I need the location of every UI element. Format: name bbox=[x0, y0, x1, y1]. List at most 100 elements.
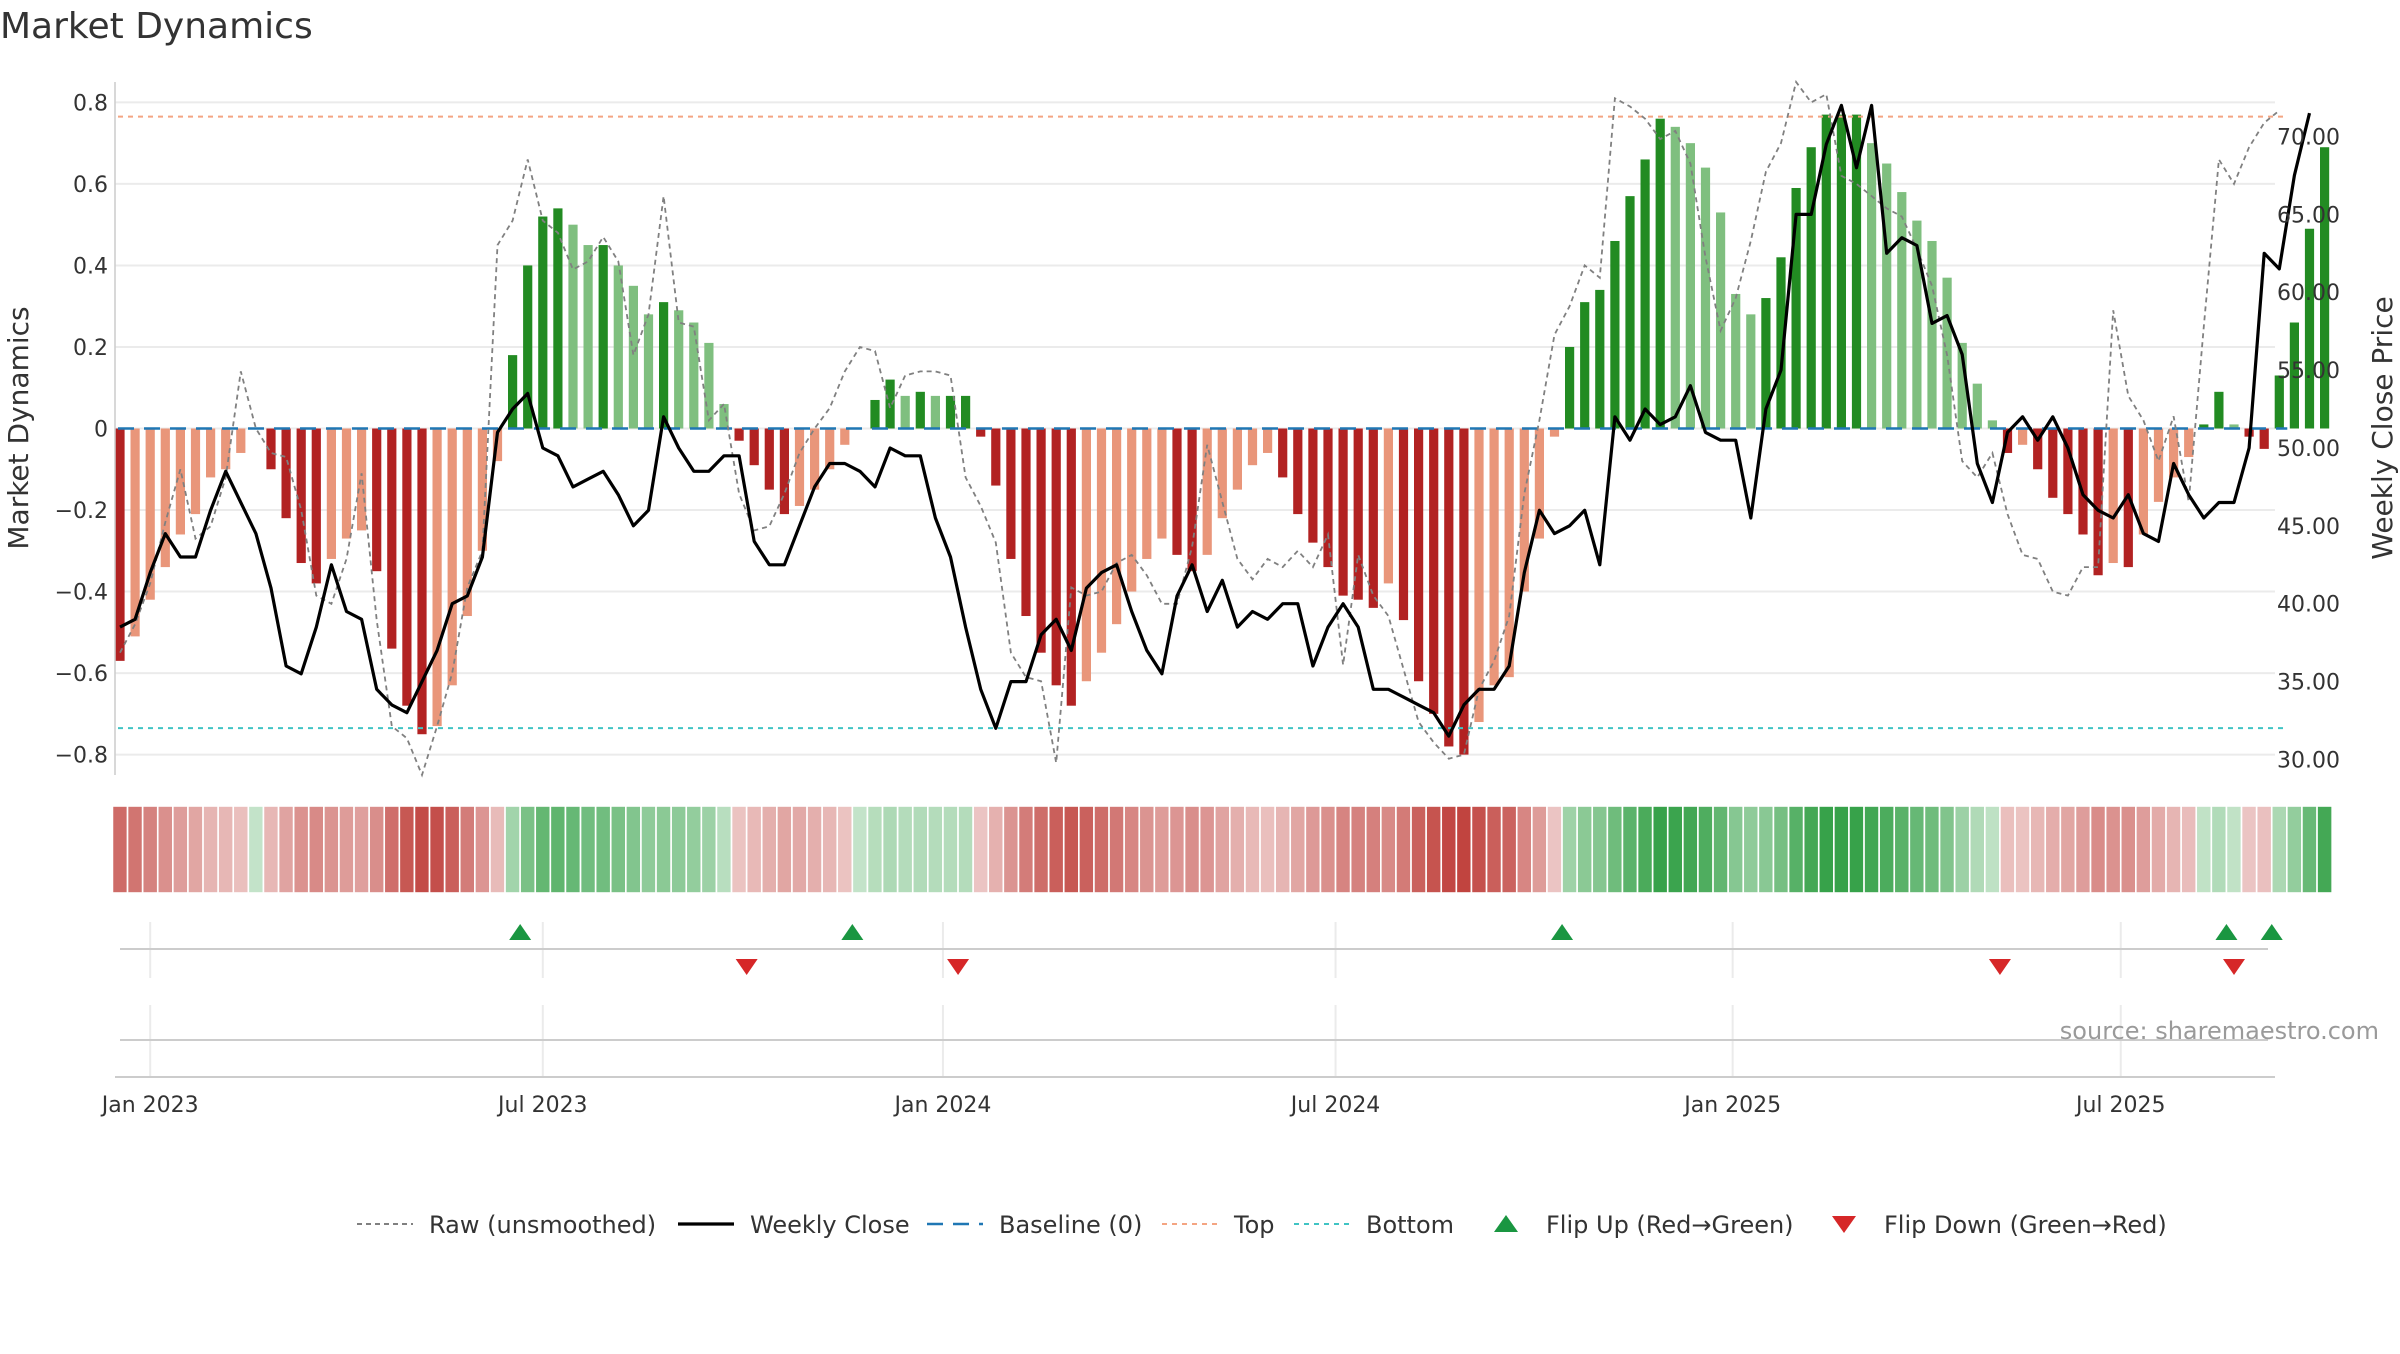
regime-cell bbox=[1380, 805, 1397, 894]
dynamics-bar bbox=[1776, 257, 1786, 429]
dynamics-bar bbox=[1519, 428, 1529, 592]
regime-cell bbox=[1999, 805, 2016, 894]
dynamics-bar bbox=[659, 302, 669, 429]
regime-cell bbox=[217, 805, 235, 894]
dynamics-bar bbox=[1731, 293, 1741, 429]
dynamics-bar bbox=[1293, 428, 1303, 515]
dynamics-bars bbox=[115, 114, 2330, 755]
regime-cell bbox=[262, 805, 280, 894]
regime-cell bbox=[1410, 805, 1427, 894]
flip-up-marker bbox=[1551, 924, 1574, 940]
regime-cell bbox=[277, 805, 295, 894]
y2-axis-title: Weekly Close Price bbox=[2366, 296, 2399, 559]
dynamics-bar bbox=[1806, 147, 1816, 429]
dynamics-bar bbox=[266, 428, 276, 470]
dynamics-bar bbox=[900, 395, 910, 429]
legend-label: Bottom bbox=[1366, 1211, 1454, 1239]
dynamics-bar bbox=[1655, 118, 1665, 429]
dynamics-bar bbox=[2063, 428, 2073, 515]
regime-cell bbox=[1455, 805, 1473, 894]
regime-cell bbox=[1229, 805, 1246, 894]
dynamics-bar bbox=[1972, 383, 1982, 429]
dynamics-bar bbox=[885, 379, 895, 429]
regime-cell bbox=[1953, 805, 1971, 894]
dynamics-bar bbox=[945, 395, 956, 429]
dynamics-bar bbox=[1278, 428, 1288, 478]
dynamics-bar bbox=[1897, 192, 1907, 429]
dynamics-bar bbox=[311, 428, 321, 584]
legend-label: Flip Down (Green→Red) bbox=[1884, 1211, 2167, 1239]
dynamics-bar bbox=[2274, 375, 2284, 429]
dynamics-bar bbox=[175, 428, 185, 535]
regime-cell bbox=[1470, 805, 1488, 894]
regime-cell bbox=[247, 805, 265, 894]
dynamics-bar bbox=[1851, 114, 1862, 429]
regime-cell bbox=[1364, 805, 1382, 894]
dynamics-bar bbox=[2320, 147, 2330, 429]
regime-cell bbox=[1576, 805, 1594, 894]
regime-cell bbox=[1198, 805, 1216, 894]
dynamics-bar bbox=[1006, 428, 1016, 559]
dynamics-bar bbox=[2184, 428, 2194, 458]
dynamics-bar bbox=[1172, 428, 1182, 555]
dynamics-bar bbox=[2093, 428, 2103, 576]
dynamics-bar bbox=[1157, 428, 1167, 539]
regime-cell bbox=[866, 805, 884, 894]
dynamics-bar bbox=[1081, 428, 1091, 682]
legend-item-close: Weekly Close bbox=[678, 1211, 910, 1239]
y2-tick-label: 55.00 bbox=[2277, 359, 2340, 384]
regime-cell bbox=[1772, 805, 1790, 894]
dynamics-bar bbox=[508, 355, 518, 429]
dynamics-bar bbox=[1746, 314, 1756, 429]
dynamics-bar bbox=[1247, 428, 1258, 466]
regime-cell bbox=[1123, 805, 1141, 894]
regime-cell bbox=[1787, 805, 1805, 894]
dynamics-bar bbox=[236, 428, 246, 453]
dynamics-bar bbox=[387, 428, 397, 649]
regime-cell bbox=[1274, 805, 1292, 894]
legend-swatch-flip-down bbox=[1832, 1216, 1856, 1233]
regime-cell bbox=[564, 805, 582, 894]
dynamics-bar bbox=[961, 395, 971, 429]
regime-cell bbox=[1621, 805, 1639, 894]
dynamics-bar bbox=[2033, 428, 2043, 470]
regime-cell bbox=[353, 805, 370, 894]
regime-cell bbox=[2301, 805, 2318, 894]
y2-tick-label: 65.00 bbox=[2277, 203, 2340, 228]
weekly-close-line bbox=[119, 103, 2312, 738]
x-tick-label: Jan 2025 bbox=[1682, 1093, 1781, 1118]
dynamics-bar bbox=[779, 428, 789, 515]
regime-cell bbox=[2150, 805, 2167, 894]
regime-cell bbox=[1213, 805, 1231, 894]
regime-cell bbox=[443, 805, 461, 894]
regime-cell bbox=[2089, 805, 2107, 894]
dynamics-bar bbox=[2199, 424, 2209, 429]
flip-markers bbox=[509, 924, 2283, 975]
dynamics-bar bbox=[2018, 428, 2028, 445]
regime-cell bbox=[2059, 805, 2077, 894]
regime-cell bbox=[2119, 805, 2137, 894]
regime-cell bbox=[1561, 805, 1578, 894]
flip-up-marker bbox=[2260, 924, 2283, 940]
regime-strip bbox=[111, 805, 2333, 894]
regime-cell bbox=[1304, 805, 1322, 894]
dynamics-bar bbox=[1308, 428, 1318, 543]
x-tick-label: Jan 2024 bbox=[892, 1093, 991, 1118]
flip-down-marker bbox=[1988, 959, 2011, 975]
dynamics-bar bbox=[598, 245, 608, 429]
dynamics-bar bbox=[372, 428, 382, 572]
regime-cell bbox=[458, 805, 476, 894]
raw-line bbox=[119, 79, 2280, 778]
regime-cell bbox=[715, 805, 733, 894]
regime-cell bbox=[1636, 805, 1654, 894]
regime-cell bbox=[1017, 805, 1035, 894]
dynamics-bar bbox=[417, 428, 427, 735]
dynamics-bar bbox=[1534, 428, 1544, 539]
dynamics-bar bbox=[613, 265, 623, 429]
dynamics-bar bbox=[1580, 302, 1590, 429]
regime-cell bbox=[927, 805, 944, 894]
dynamics-bar bbox=[1187, 428, 1197, 572]
regime-cell bbox=[141, 805, 159, 894]
